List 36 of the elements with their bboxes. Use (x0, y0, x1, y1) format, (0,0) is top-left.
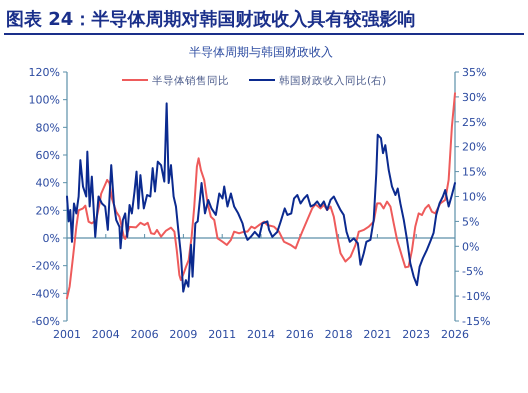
y2-tick-label: 15% (462, 166, 486, 179)
x-tick-label: 2023 (402, 328, 430, 341)
y2-tick-label: -5% (462, 265, 484, 278)
x-tick-label: 2018 (324, 328, 353, 341)
y2-tick-label: 25% (462, 116, 486, 129)
y-tick-label: 20% (36, 204, 60, 218)
y-tick-label: 40% (36, 176, 60, 190)
x-tick-label: 2016 (286, 328, 314, 341)
y-tick-label: 80% (36, 121, 60, 134)
legend-label: 韩国财政收入同比(右) (279, 74, 386, 87)
y2-tick-label: 10% (462, 190, 486, 204)
y-tick-label: -60% (32, 315, 60, 328)
title: 图表 24：半导体周期对韩国财政收入具有较强影响 (6, 9, 416, 30)
y2-tick-label: 35% (462, 66, 486, 79)
y2-tick-label: 30% (462, 90, 486, 104)
y-tick-label: -40% (32, 287, 60, 300)
y-tick-label: -20% (32, 260, 60, 273)
y2-tick-label: -15% (462, 315, 490, 328)
y-tick-label: 0% (42, 232, 60, 245)
subtitle: 半导体周期与韩国财政收入 (189, 45, 333, 59)
y2-tick-label: 5% (462, 215, 480, 228)
legend-label: 半导体销售同比 (152, 74, 229, 87)
y-tick-label: 120% (28, 66, 60, 79)
x-tick-label: 2026 (441, 328, 469, 341)
y2-tick-label: 0% (462, 240, 480, 254)
y2-tick-label: 20% (462, 140, 486, 154)
x-tick-label: 2011 (208, 328, 236, 341)
y2-tick-label: -10% (462, 290, 490, 304)
y-tick-label: 60% (36, 149, 60, 162)
x-tick-label: 2009 (169, 328, 198, 341)
x-tick-label: 2001 (53, 328, 81, 341)
y-tick-label: 100% (28, 94, 60, 107)
x-tick-label: 2014 (247, 328, 275, 341)
x-tick-label: 2006 (130, 328, 159, 341)
x-tick-label: 2021 (363, 328, 392, 341)
x-tick-label: 2004 (92, 328, 120, 341)
